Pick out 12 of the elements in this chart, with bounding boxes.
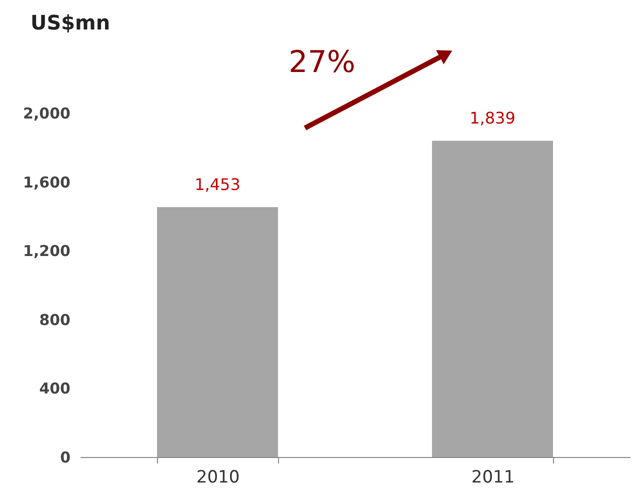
y-tick-label: 1,600	[23, 173, 70, 192]
x-tick-label: 2011	[471, 468, 515, 488]
y-tick-label: 0	[60, 448, 70, 466]
text: 27%	[288, 45, 356, 80]
y-tick-label: 2,000	[23, 104, 70, 122]
data-label: 1,453	[194, 175, 240, 194]
y-tick-label: 1,200	[23, 242, 70, 260]
y-tick-label: 400	[39, 380, 70, 398]
data-label: 1,839	[470, 108, 516, 128]
y-tick-label: 800	[39, 310, 70, 329]
y-axis-title: US$mn	[30, 10, 110, 34]
x-tick-label: 2010	[196, 468, 240, 488]
